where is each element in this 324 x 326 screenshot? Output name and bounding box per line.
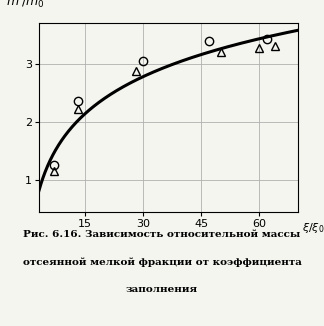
Text: отсеянной мелкой фракции от коэффициента: отсеянной мелкой фракции от коэффициента xyxy=(23,258,301,267)
Text: Рис. 6.16. Зависимость относительной массы: Рис. 6.16. Зависимость относительной мас… xyxy=(23,230,301,239)
Y-axis label: $m^{\prime}/m_0$: $m^{\prime}/m_0$ xyxy=(6,0,45,9)
Text: заполнения: заполнения xyxy=(126,285,198,294)
X-axis label: $\xi/\xi_0$: $\xi/\xi_0$ xyxy=(302,221,324,235)
